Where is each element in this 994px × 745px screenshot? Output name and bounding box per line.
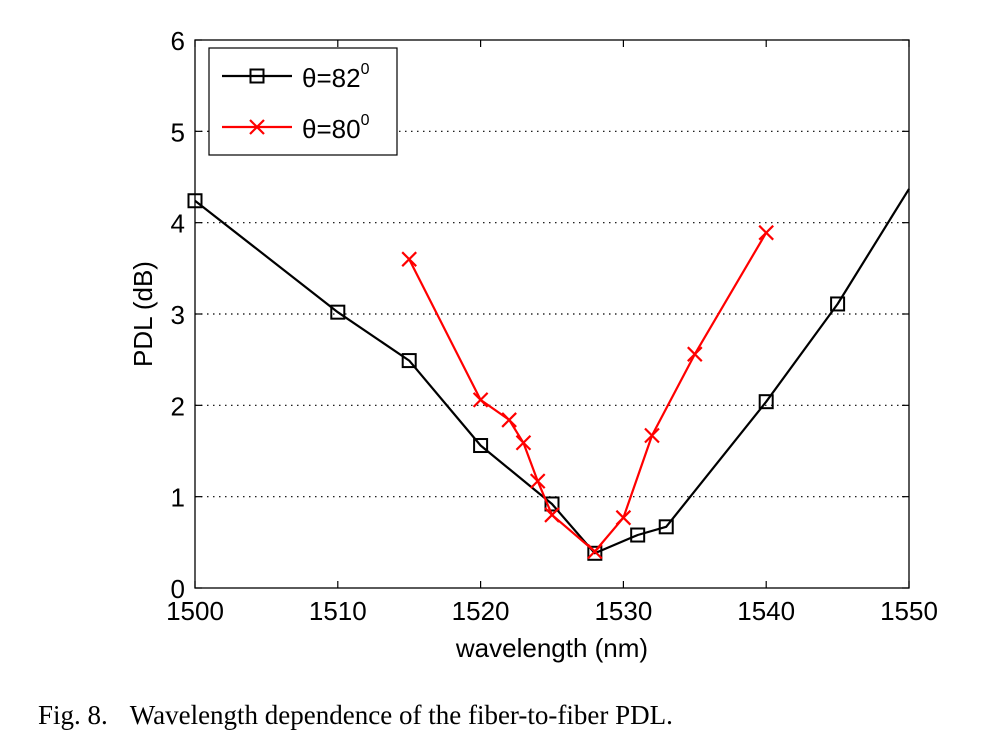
x-tick-label: 1500	[166, 596, 224, 626]
data-point	[644, 427, 660, 444]
legend-entry-1: θ=820	[222, 61, 370, 93]
data-point	[401, 353, 417, 369]
y-tick-label: 2	[171, 391, 185, 421]
series-line	[194, 188, 910, 555]
x-tick-labels: 1500 1510 1520 1530 1540 1550	[166, 596, 938, 626]
legend-marker	[249, 119, 265, 135]
legend-label-superscript: 0	[361, 112, 370, 129]
caption-label: Fig. 8.	[38, 700, 108, 730]
legend-marker	[249, 68, 265, 84]
x-tick-label: 1540	[737, 596, 795, 626]
x-tick-label: 1520	[452, 596, 510, 626]
y-tick-label: 0	[171, 574, 185, 604]
series-2	[401, 224, 774, 560]
data-point	[529, 473, 546, 489]
series-layer	[187, 188, 910, 561]
data-point	[830, 296, 846, 312]
y-tick-label: 4	[171, 209, 185, 239]
y-tick-label: 3	[171, 300, 185, 330]
data-point	[544, 507, 560, 523]
data-point	[501, 412, 517, 428]
x-tick-label: 1530	[594, 596, 652, 626]
grid-lines	[195, 130, 909, 498]
data-point	[758, 224, 774, 241]
y-axis-label: PDL (dB)	[128, 261, 158, 367]
data-point	[401, 251, 417, 267]
data-point	[758, 394, 774, 410]
x-tick-label: 1510	[309, 596, 367, 626]
legend-label-text: θ=82	[302, 63, 361, 93]
series-1	[187, 188, 910, 561]
data-point	[330, 304, 346, 320]
axis-ticks	[194, 39, 910, 589]
data-point	[687, 346, 703, 362]
data-point	[187, 193, 203, 209]
y-tick-label: 1	[171, 483, 185, 513]
data-point	[544, 496, 560, 512]
y-tick-label: 6	[171, 26, 185, 56]
y-tick-label: 5	[171, 117, 185, 147]
legend-label: θ=800	[302, 112, 370, 144]
legend-label: θ=820	[302, 61, 370, 93]
x-tick-label: 1550	[880, 596, 938, 626]
figure-caption: Fig. 8. Wavelength dependence of the fibe…	[38, 700, 978, 731]
data-point	[587, 545, 603, 561]
legend-label-text: θ=80	[302, 114, 361, 144]
data-point	[630, 527, 646, 543]
caption-text: Wavelength dependence of the fiber-to-fi…	[129, 700, 673, 730]
data-point	[472, 392, 489, 408]
data-point	[658, 519, 674, 535]
data-point	[515, 435, 532, 451]
legend-entry-2: θ=800	[222, 112, 370, 144]
data-point	[473, 438, 489, 454]
legend-label-superscript: 0	[361, 61, 370, 78]
legend-box	[208, 47, 398, 156]
series-line	[408, 232, 768, 553]
data-point	[587, 543, 603, 560]
y-tick-labels: 0 1 2 3 4 5 6	[171, 26, 185, 604]
x-axis-label: wavelength (nm)	[455, 633, 648, 663]
pdl-chart: 1500 1510 1520 1530 1540 1550 0 1 2 3 4 5 6 wavelen…	[128, 26, 938, 663]
data-point	[615, 509, 632, 526]
